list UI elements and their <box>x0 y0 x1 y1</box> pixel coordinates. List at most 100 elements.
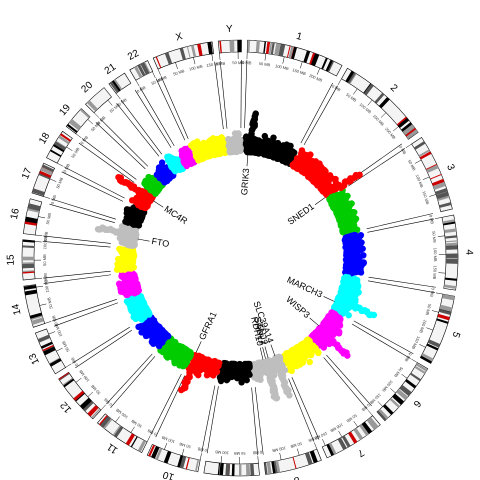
tick-mark <box>353 421 358 428</box>
connector-line <box>42 270 111 279</box>
tick-mark <box>211 53 214 61</box>
gene-pointer <box>323 296 335 302</box>
cytoband <box>419 151 432 160</box>
cytoband <box>266 461 272 475</box>
cytoband <box>263 41 267 54</box>
snp-point <box>291 149 298 156</box>
connector-line <box>61 171 124 202</box>
cytoband <box>112 425 121 436</box>
cytoband <box>164 52 173 65</box>
connector-line <box>326 354 372 407</box>
chromosome-label-13: 13 <box>27 351 42 366</box>
tick-mark <box>279 452 282 460</box>
cytoband <box>23 285 37 290</box>
tick-label: 50 MB <box>178 441 191 449</box>
tick-mark <box>65 363 72 368</box>
cytoband <box>22 245 35 248</box>
gene-pointer <box>137 238 150 242</box>
cytoband <box>22 270 35 273</box>
gene-label: GFRA1 <box>197 310 219 341</box>
cytoband <box>155 447 163 460</box>
cytoband <box>440 208 453 212</box>
cytoband <box>392 393 405 405</box>
connector-line <box>81 138 137 180</box>
chromosome-label-18: 18 <box>37 131 52 147</box>
tick-mark <box>322 439 326 446</box>
tick-mark <box>411 358 418 363</box>
cytoband <box>225 463 231 476</box>
cytoband <box>445 259 458 264</box>
connector-line <box>78 142 135 183</box>
tick-mark <box>337 78 342 85</box>
tick-label: 100 MB <box>359 102 373 115</box>
snp-peak-point <box>356 171 363 179</box>
cytoband <box>134 66 143 78</box>
cytoband <box>148 444 156 457</box>
cytoband <box>53 143 65 153</box>
cytoband <box>321 57 328 70</box>
cytoband <box>445 253 458 258</box>
snp-point <box>345 312 352 319</box>
cytoband <box>274 43 279 56</box>
cytoband <box>113 79 123 91</box>
cytoband <box>143 61 151 74</box>
cytoband <box>31 317 44 325</box>
cytoband <box>311 53 320 67</box>
cytoband <box>219 40 222 53</box>
cytoband <box>58 135 70 145</box>
cytoband <box>185 457 190 470</box>
snp-peak-point <box>177 386 185 394</box>
cytoband <box>443 284 457 289</box>
cytoband <box>401 122 413 132</box>
cytoband <box>49 357 61 365</box>
tick-mark <box>435 217 442 219</box>
tick-label: 50 MB <box>290 441 303 449</box>
connector-line <box>116 103 160 157</box>
cytoband <box>62 377 74 386</box>
cytoband <box>325 59 333 72</box>
chromosome-label-3: 3 <box>444 163 456 173</box>
cytoband <box>207 41 213 55</box>
tick-mark <box>43 196 51 199</box>
chromosome-label-17: 17 <box>20 166 34 181</box>
chromosome-4 <box>441 214 459 291</box>
tick-mark <box>181 448 185 456</box>
tick-mark <box>87 119 94 125</box>
connector-line <box>43 274 112 284</box>
tick-label: 150 MB <box>292 67 307 76</box>
cytoband <box>444 235 458 239</box>
snp-point <box>287 142 294 150</box>
tick-label: 200 MB <box>308 73 323 83</box>
tick-mark <box>49 178 57 182</box>
chromosome-label-10: 10 <box>161 468 175 480</box>
tick-mark <box>164 442 168 450</box>
tick-mark <box>422 176 430 180</box>
cytoband <box>363 83 374 96</box>
cytoband <box>40 341 53 349</box>
chromosome-ring <box>21 39 459 477</box>
connector-line <box>323 357 368 410</box>
chromosome-label-5: 5 <box>449 330 461 339</box>
tick-mark <box>299 61 303 69</box>
tick-mark <box>152 71 156 79</box>
cytoband <box>326 443 336 456</box>
tick-mark <box>75 377 82 383</box>
tick-label: 100 MB <box>78 369 91 383</box>
cytoband <box>231 40 235 53</box>
tick-label: 100 MB <box>161 435 176 445</box>
tick-label: 50 MB <box>345 92 358 103</box>
gene-pointer <box>262 347 266 359</box>
tick-label: 50 MB <box>172 68 185 76</box>
cytoband <box>43 346 56 356</box>
cytoband <box>396 389 409 401</box>
tick-mark <box>264 53 267 61</box>
gene-pointer <box>270 344 276 357</box>
cytoband <box>255 40 260 53</box>
cytoband <box>443 221 456 226</box>
connector-line <box>54 302 119 327</box>
cytoband <box>27 203 41 211</box>
cytoband <box>438 309 452 316</box>
chromosome-label-15: 15 <box>6 254 17 266</box>
cytoband <box>433 181 446 190</box>
tick-mark <box>115 416 120 423</box>
